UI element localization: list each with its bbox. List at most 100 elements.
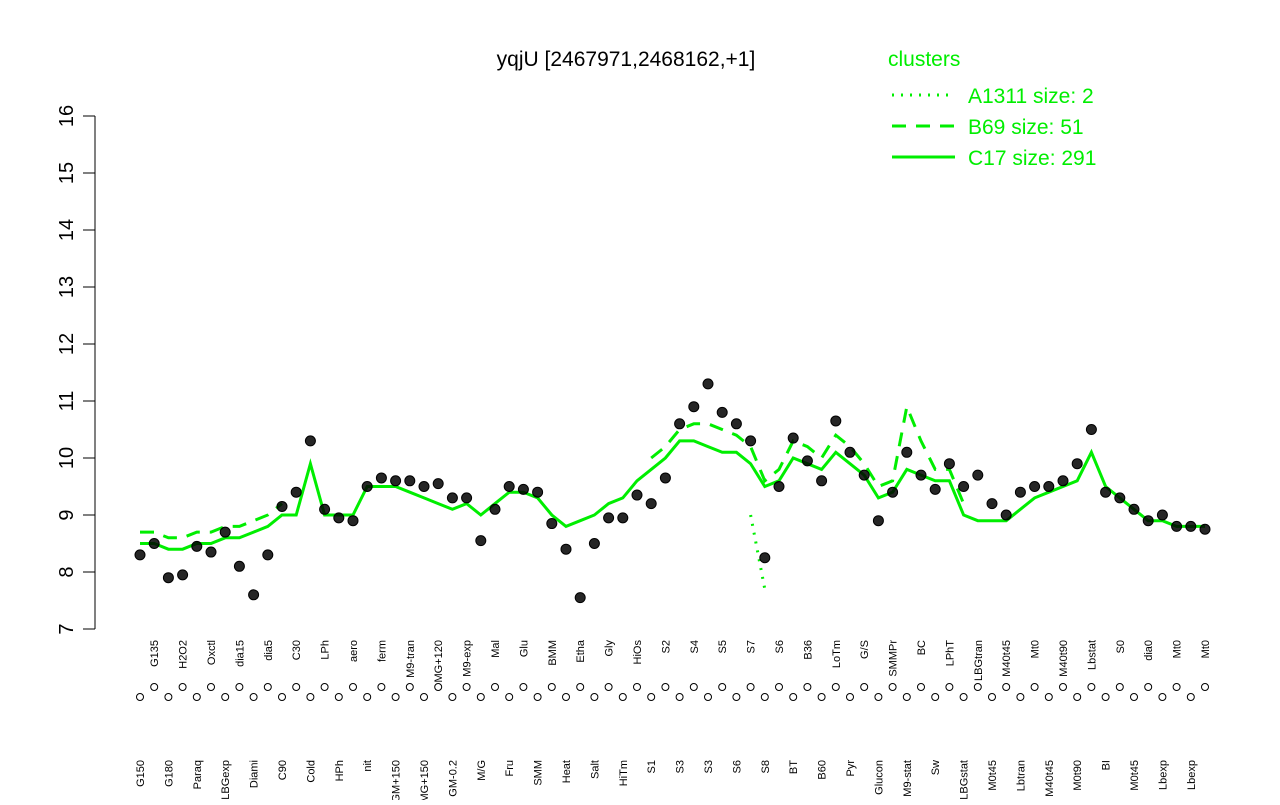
x-tick-label: dia15 — [234, 640, 246, 667]
x-tick-label: M40t45 — [1001, 640, 1013, 677]
point — [1156, 509, 1168, 521]
chart-title: yqjU [2467971,2468162,+1] — [497, 48, 756, 71]
rug — [973, 683, 982, 691]
rug — [349, 683, 357, 691]
x-tick-label: BI — [1101, 760, 1113, 770]
rug — [533, 693, 542, 701]
rug — [618, 693, 627, 701]
x-tick-label: M9-tran — [405, 640, 417, 678]
x-tick-label: LPh — [320, 640, 332, 660]
x-tick-label: C30 — [291, 640, 303, 660]
rug — [405, 683, 414, 691]
point — [248, 589, 260, 601]
rug — [661, 683, 670, 691]
x-tick-label: Glucon — [873, 760, 885, 795]
x-tick-label: S1 — [646, 760, 658, 773]
y-tick-label: 10 — [56, 447, 78, 469]
point — [1100, 486, 1112, 498]
point — [915, 469, 927, 481]
x-tick-label: G135 — [149, 640, 161, 667]
y-tick-label: 7 — [56, 623, 78, 634]
x-tick-label: Fru — [504, 760, 516, 777]
x-tick-label: G150 — [135, 760, 147, 787]
x-tick-label: M0t45 — [1129, 760, 1141, 791]
rug — [547, 683, 556, 691]
rug — [292, 683, 301, 691]
point — [276, 500, 288, 512]
point — [233, 560, 245, 572]
point — [333, 512, 345, 524]
rug — [945, 683, 954, 691]
point — [688, 401, 700, 413]
rug — [1186, 693, 1195, 701]
rug — [760, 693, 769, 701]
rug — [391, 693, 400, 701]
point — [986, 498, 998, 510]
rug — [249, 693, 258, 701]
point — [1029, 481, 1041, 492]
rug — [888, 683, 897, 691]
point — [390, 475, 402, 487]
x-tick-label: M9-stat — [902, 760, 914, 797]
point — [872, 515, 884, 527]
rug — [420, 693, 428, 701]
point — [929, 483, 941, 495]
y-tick-label: 12 — [56, 333, 78, 355]
point — [844, 446, 856, 458]
y-tick-label: 9 — [56, 509, 78, 520]
legend-label: A1311 size: 2 — [968, 85, 1094, 108]
rug — [604, 683, 613, 691]
point — [347, 515, 359, 527]
x-tick-label: M0t90 — [1072, 760, 1084, 791]
point — [503, 481, 515, 492]
point — [631, 489, 643, 501]
point — [489, 503, 501, 515]
y-tick-label: 15 — [56, 162, 78, 184]
rug — [704, 693, 712, 701]
point — [162, 572, 174, 584]
rug — [1059, 683, 1067, 691]
point — [972, 469, 984, 481]
x-tick-label: MG+120 — [433, 640, 445, 683]
point — [759, 552, 771, 564]
cluster-line — [749, 514, 767, 590]
x-tick-label: M/G — [476, 760, 488, 781]
point — [446, 492, 458, 504]
x-tick-label: HPh — [334, 760, 346, 781]
x-tick-label: LBGtran — [973, 640, 985, 681]
x-tick-label: S4 — [689, 640, 701, 653]
point — [1128, 503, 1140, 515]
rug — [590, 693, 599, 701]
point — [219, 526, 231, 538]
rug — [1016, 693, 1025, 701]
x-tick-label: Pyr — [845, 760, 857, 777]
rug — [377, 683, 386, 691]
point — [404, 475, 416, 487]
rug — [306, 693, 315, 701]
point — [262, 549, 274, 561]
x-tick-label: Mal — [490, 640, 502, 658]
cluster-line — [140, 439, 1205, 551]
x-tick-label: Sw — [930, 760, 942, 775]
point — [716, 406, 728, 418]
rug — [1144, 683, 1153, 691]
x-tick-label: LPhT — [944, 640, 956, 667]
point — [517, 483, 529, 495]
rug — [1172, 683, 1181, 691]
x-tick-label: B60 — [817, 760, 829, 780]
rug — [1002, 683, 1011, 691]
x-tick-label: LoTm — [831, 640, 843, 668]
point — [1071, 458, 1083, 470]
x-tick-label: Glu — [518, 640, 530, 657]
point — [560, 543, 572, 555]
point — [361, 481, 373, 492]
x-tick-label: H2O2 — [178, 640, 190, 669]
point — [418, 481, 430, 492]
rug — [434, 683, 443, 691]
x-tick-label: Lbstat — [1086, 640, 1098, 670]
rug — [505, 693, 514, 701]
point — [702, 378, 714, 390]
legend-label: C17 size: 291 — [968, 147, 1096, 170]
rug — [150, 683, 159, 691]
